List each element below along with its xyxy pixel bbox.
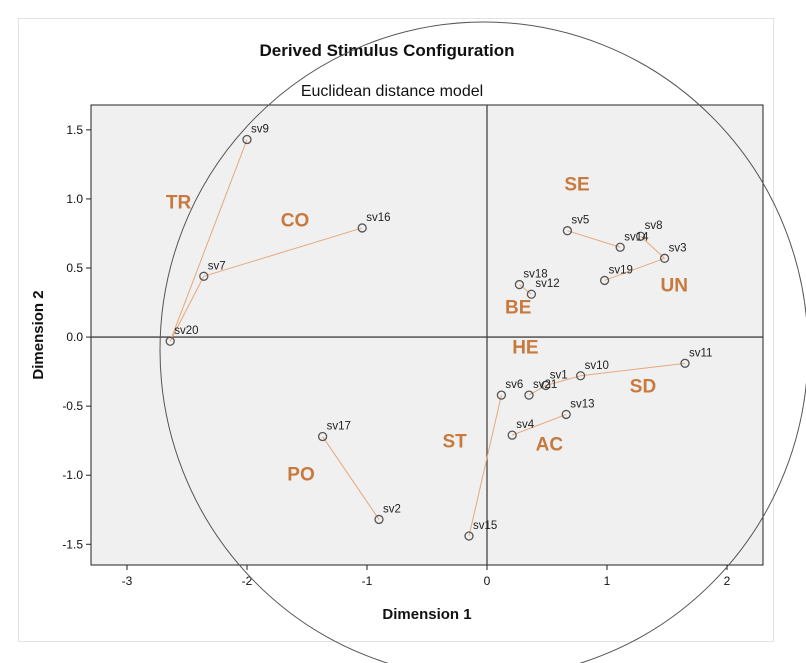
y-tick-label: 0.5 — [66, 261, 83, 275]
connection-line — [519, 284, 532, 295]
x-tick-label: -3 — [122, 574, 133, 588]
x-tick-label: -2 — [242, 574, 253, 588]
x-tick-label: -1 — [362, 574, 373, 588]
point-label: sv12 — [535, 278, 559, 290]
connection-line — [567, 230, 621, 248]
y-tick-label: -0.5 — [62, 399, 83, 413]
group-label: AC — [536, 434, 564, 455]
y-axis-label: Dimension 2 — [30, 290, 47, 379]
point-marker — [199, 271, 209, 281]
point-marker — [575, 371, 586, 381]
point-marker — [635, 231, 646, 241]
point-label: sv16 — [366, 212, 390, 224]
point-marker — [507, 430, 517, 440]
y-tick-label: -1.0 — [62, 468, 83, 482]
connection-line — [169, 276, 205, 342]
point-marker — [165, 336, 175, 346]
point-label: sv17 — [327, 421, 351, 433]
y-tick-label: 1.5 — [66, 123, 83, 137]
point-label: sv11 — [689, 347, 712, 359]
point-marker — [496, 390, 507, 400]
x-tick-label: 2 — [724, 574, 731, 588]
point-label: sv5 — [571, 215, 589, 227]
point-labels: sv1sv2sv3sv4sv5sv6sv7sv8sv9sv10sv11sv12s… — [174, 124, 712, 532]
group-label: UN — [660, 275, 687, 296]
point-marker — [561, 409, 571, 420]
point-marker — [599, 275, 610, 286]
group-labels: TR CO SE UN BE HE SD ST AC PO — [166, 175, 688, 486]
point-marker — [317, 431, 328, 442]
point-marker — [562, 226, 573, 236]
connection-line — [203, 227, 363, 277]
point-marker — [615, 242, 625, 252]
group-label: SE — [564, 175, 589, 196]
group-label: SD — [630, 376, 656, 397]
point-label: sv20 — [174, 325, 198, 337]
reference-lines — [91, 105, 763, 565]
y-tick-label: 1.0 — [66, 192, 83, 206]
connection-line — [169, 139, 248, 342]
connection-line — [468, 394, 502, 537]
point-marker — [659, 253, 670, 263]
point-marker — [524, 390, 534, 400]
point-marker — [680, 358, 690, 368]
point-label: sv18 — [523, 269, 547, 281]
group-label: PO — [287, 465, 314, 486]
point-marker — [357, 223, 367, 233]
x-axis-label: Dimension 1 — [382, 606, 471, 623]
point-marker — [464, 531, 474, 541]
connection-line — [545, 375, 581, 386]
group-label: BE — [505, 298, 531, 319]
group-label: HE — [512, 338, 538, 359]
connection-line — [604, 257, 665, 281]
point-marker — [242, 134, 252, 145]
point-label: sv3 — [669, 242, 687, 254]
point-label: sv14 — [624, 231, 649, 243]
group-label: CO — [281, 211, 310, 232]
group-label: TR — [166, 193, 192, 214]
y-tick-label: 0.0 — [66, 330, 83, 344]
plot-area — [90, 104, 764, 566]
point-label: sv9 — [251, 124, 269, 136]
point-label: sv6 — [505, 379, 523, 391]
point-marker — [526, 289, 537, 299]
axes: -3 -2 -1 0 1 2 1.5 1.0 0.5 0.0 -0.5 -1.0 -1.5 — [62, 123, 730, 588]
chart-subtitle: Euclidean distance model — [301, 83, 483, 100]
point-label: sv2 — [383, 503, 401, 515]
point-label: sv21 — [533, 379, 557, 391]
point-label: sv4 — [516, 419, 535, 431]
y-tick-label: -1.5 — [62, 537, 83, 551]
connection-line — [528, 384, 547, 396]
x-tick-label: 0 — [484, 574, 491, 588]
group-label: ST — [442, 432, 467, 453]
point-label: sv13 — [570, 398, 594, 410]
point-label: sv8 — [645, 220, 663, 232]
point-label: sv15 — [473, 520, 497, 532]
connection-line — [640, 235, 665, 259]
chart-title: Derived Stimulus Configuration — [259, 41, 514, 60]
point-marker — [514, 279, 525, 290]
x-tick-label: 1 — [604, 574, 611, 588]
connections — [169, 139, 686, 537]
point-label: sv10 — [585, 360, 609, 372]
point-label: sv1 — [550, 369, 568, 381]
overlay-circle — [159, 21, 806, 663]
connection-line — [322, 436, 380, 520]
point-label: sv19 — [609, 264, 633, 276]
point-marker — [374, 514, 384, 525]
connection-line — [580, 362, 686, 377]
point-label: sv7 — [208, 260, 226, 272]
point-marker — [541, 380, 551, 391]
connection-line — [512, 413, 567, 436]
markers — [165, 134, 690, 541]
